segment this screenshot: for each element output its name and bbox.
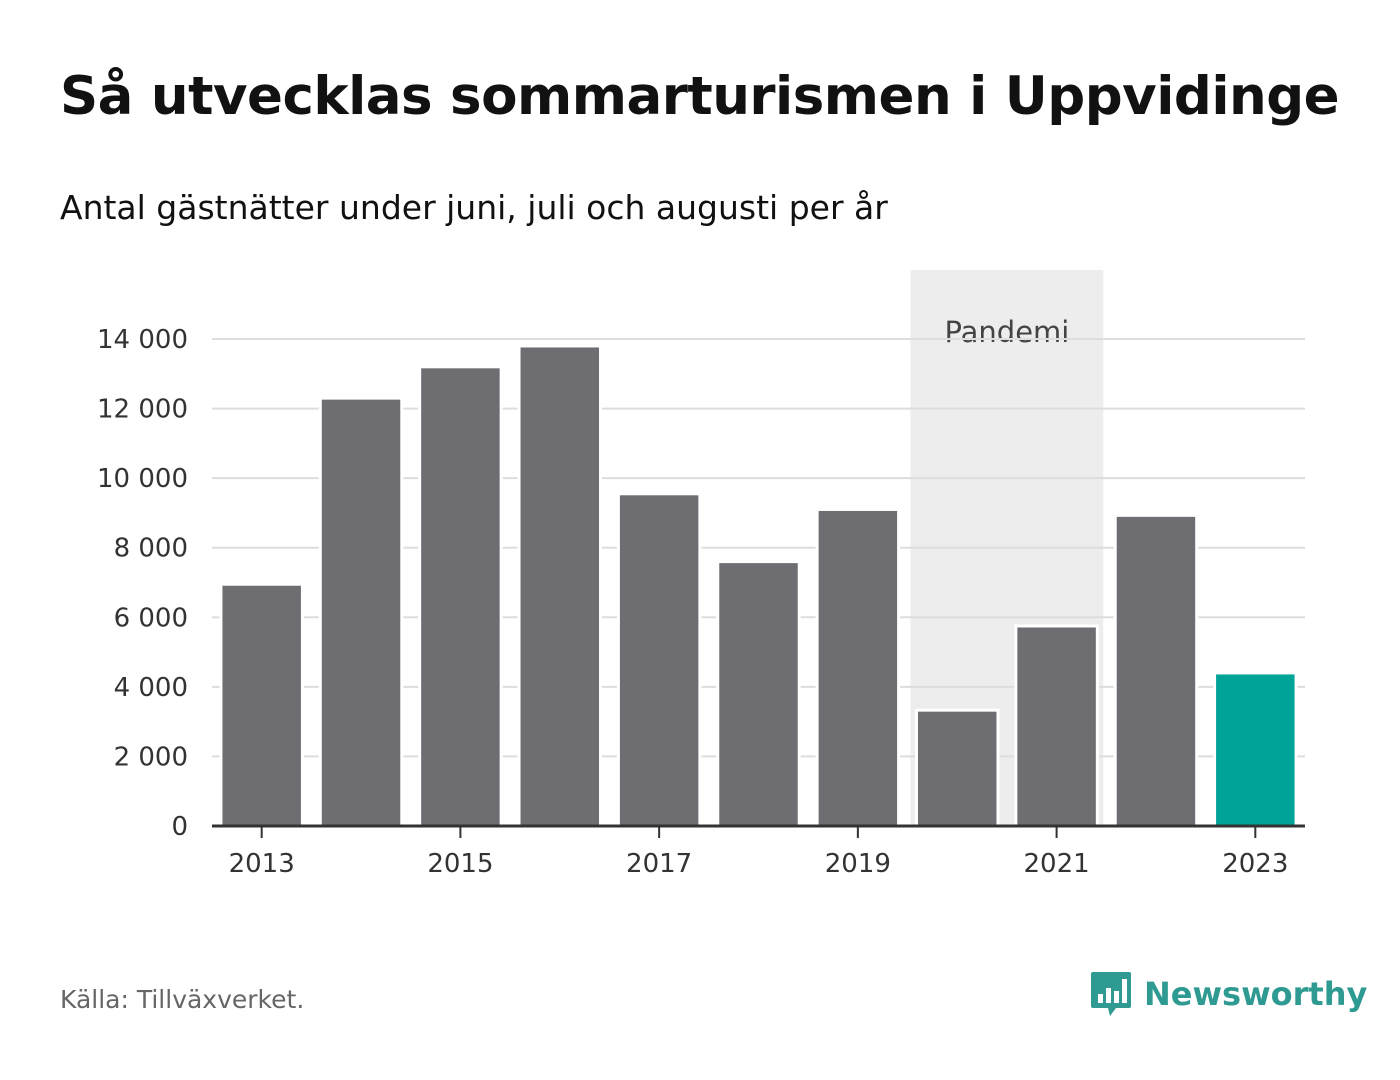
bar-2014 [318,396,404,828]
x-tick-label: 2019 [825,849,891,879]
x-tick-label: 2015 [427,849,493,879]
chart-title: Så utvecklas sommarturismen i Uppvidinge [60,66,1340,127]
brand-name: Newsworthy [1144,975,1368,1013]
y-tick-label: 10 000 [97,464,188,494]
chart-subtitle: Antal gästnätter under juni, juli och au… [60,188,888,227]
pandemic-label: Pandemi [944,315,1069,349]
source-note: Källa: Tillväxverket. [60,985,305,1014]
bar-2022 [1113,513,1199,828]
bar-2017 [616,492,702,828]
y-tick-label: 8 000 [114,534,188,564]
bar-2013 [219,582,304,828]
bar-2015 [418,365,503,828]
bar-2019 [815,507,901,828]
bar-chart: Pandemi 0 2 000 4 000 6 000 8 000 10 000 12 000… [97,270,1305,879]
y-tick-label: 4 000 [114,673,188,703]
y-tick-label: 2 000 [114,742,188,772]
bar-chart-speech-bubble-icon [1091,972,1131,1016]
bar-2016 [517,344,603,828]
bar-2021 [1014,624,1099,828]
x-tick-label: 2013 [229,849,295,879]
y-tick-label: 12 000 [97,395,188,425]
x-tick-label: 2017 [626,849,692,879]
x-tick-label: 2021 [1024,849,1090,879]
x-tick-label: 2023 [1222,849,1288,879]
brand-logo: Newsworthy [1090,970,1367,1018]
y-tick-label: 0 [171,812,188,842]
bar-2023 [1213,671,1298,828]
bar-2020 [914,708,1000,828]
y-tick-label: 14 000 [97,325,188,355]
y-tick-label: 6 000 [114,603,188,633]
bar-2018 [716,560,801,828]
